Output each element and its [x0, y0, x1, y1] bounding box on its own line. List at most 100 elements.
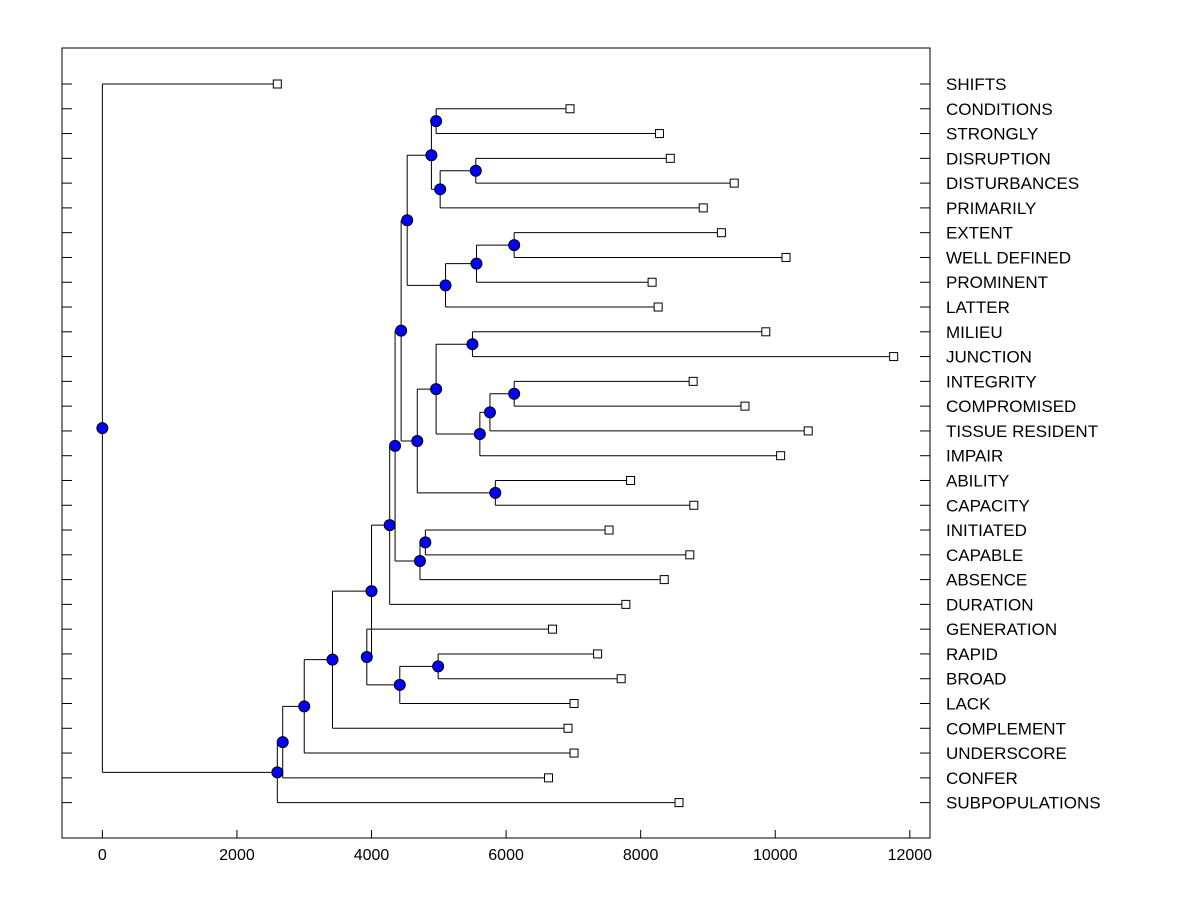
leaf-marker: [647, 277, 657, 287]
leaf-marker: [889, 352, 899, 362]
merge-node: [469, 164, 482, 177]
leaf-labels: SHIFTS CONDITIONS STRONGLY DISRUPTION DISTUR…: [946, 75, 1101, 813]
x-tick-label: 8000: [623, 847, 659, 864]
merge-node: [298, 700, 311, 713]
leaf-marker: [616, 674, 626, 684]
leaf-marker: [685, 550, 695, 560]
leaf-label: IMPAIR: [946, 447, 1003, 466]
leaf-label: BROAD: [946, 670, 1006, 689]
merge-node: [326, 653, 339, 666]
leaf-marker: [626, 475, 636, 485]
merge-node: [508, 387, 521, 400]
leaf-marker: [716, 228, 726, 238]
leaf-label: CONDITIONS: [946, 100, 1053, 119]
leaf-label: DURATION: [946, 595, 1034, 614]
x-tick-label: 6000: [488, 847, 524, 864]
merge-node: [508, 239, 521, 252]
leaf-label: WELL DEFINED: [946, 248, 1071, 267]
leaf-label: UNDERSCORE: [946, 744, 1067, 763]
leaf-marker: [761, 327, 771, 337]
merge-node: [383, 519, 396, 532]
leaf-markers: [272, 79, 899, 808]
leaf-label: MILIEU: [946, 323, 1003, 342]
leaf-marker: [565, 104, 575, 114]
leaf-label: CONFER: [946, 769, 1018, 788]
leaf-marker: [548, 624, 558, 634]
leaf-label: DISRUPTION: [946, 149, 1051, 168]
leaf-label: SHIFTS: [946, 75, 1006, 94]
leaf-marker: [689, 500, 699, 510]
merge-node: [483, 406, 496, 419]
x-tick-label: 10000: [753, 847, 798, 864]
x-tick-label: 4000: [354, 847, 390, 864]
leaf-marker: [665, 153, 675, 163]
merge-node: [430, 383, 443, 396]
merge-node: [425, 149, 438, 162]
merge-node: [389, 439, 402, 452]
leaf-label: DISTURBANCES: [946, 174, 1079, 193]
merge-node: [365, 585, 378, 598]
leaf-marker: [272, 79, 282, 89]
leaf-marker: [653, 302, 663, 312]
leaf-marker: [781, 252, 791, 262]
leaf-label: INITIATED: [946, 521, 1027, 540]
leaf-label: SUBPOPULATIONS: [946, 794, 1101, 813]
leaf-marker: [776, 451, 786, 461]
x-tick-label: 12000: [888, 847, 933, 864]
leaf-marker: [655, 129, 665, 139]
merge-node: [434, 183, 447, 196]
leaf-label: LATTER: [946, 298, 1010, 317]
leaf-marker: [543, 773, 553, 783]
leaf-label: CAPACITY: [946, 496, 1030, 515]
leaf-label: LACK: [946, 695, 991, 714]
leaf-label: COMPLEMENT: [946, 719, 1066, 738]
leaf-label: PROMINENT: [946, 273, 1048, 292]
leaf-marker: [621, 599, 631, 609]
leaf-marker: [604, 525, 614, 535]
merge-node: [489, 486, 502, 499]
merge-node: [96, 422, 109, 435]
leaf-label: COMPROMISED: [946, 397, 1076, 416]
leaf-marker: [569, 748, 579, 758]
merge-node: [439, 279, 452, 292]
leaf-label: ABSENCE: [946, 571, 1027, 590]
x-axis: 0 2000 4000 6000 8000 10000 12000: [98, 830, 932, 864]
merge-node: [395, 324, 408, 337]
leaf-label: CAPABLE: [946, 546, 1023, 565]
merge-node: [276, 736, 289, 749]
merge-node: [401, 214, 414, 227]
leaf-marker: [593, 649, 603, 659]
merge-node: [430, 115, 443, 128]
node-markers: [96, 115, 521, 779]
x-tick-label: 2000: [219, 847, 255, 864]
merge-node: [432, 660, 445, 673]
leaf-label: TISSUE RESIDENT: [946, 422, 1098, 441]
leaf-marker: [569, 699, 579, 708]
leaf-label: STRONGLY: [946, 125, 1038, 144]
merge-node: [470, 257, 483, 270]
merge-node: [466, 338, 479, 351]
x-tick-label: 0: [98, 847, 107, 864]
plot-frame: [61, 47, 931, 839]
leaf-label: GENERATION: [946, 620, 1057, 639]
leaf-label: INTEGRITY: [946, 372, 1037, 391]
leaf-marker: [803, 426, 813, 436]
merge-node: [419, 536, 432, 549]
leaf-marker: [698, 203, 708, 213]
leaf-label: ABILITY: [946, 471, 1009, 490]
leaf-label: JUNCTION: [946, 348, 1032, 367]
leaf-marker: [563, 723, 573, 733]
merge-node: [411, 434, 424, 447]
merge-node: [360, 651, 373, 664]
leaf-marker: [659, 575, 669, 585]
leaf-marker: [688, 376, 698, 386]
merge-node: [393, 678, 406, 691]
merge-node: [271, 766, 284, 779]
leaf-marker: [740, 401, 750, 411]
leaf-label: EXTENT: [946, 224, 1013, 243]
y-axis-ticks: [62, 83, 930, 804]
leaf-label: PRIMARILY: [946, 199, 1036, 218]
leaf-label: RAPID: [946, 645, 998, 664]
leaf-marker: [674, 798, 684, 808]
